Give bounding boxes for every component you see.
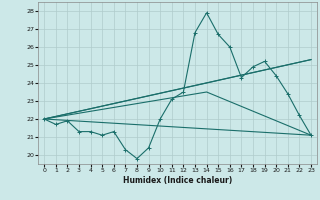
X-axis label: Humidex (Indice chaleur): Humidex (Indice chaleur) xyxy=(123,176,232,185)
